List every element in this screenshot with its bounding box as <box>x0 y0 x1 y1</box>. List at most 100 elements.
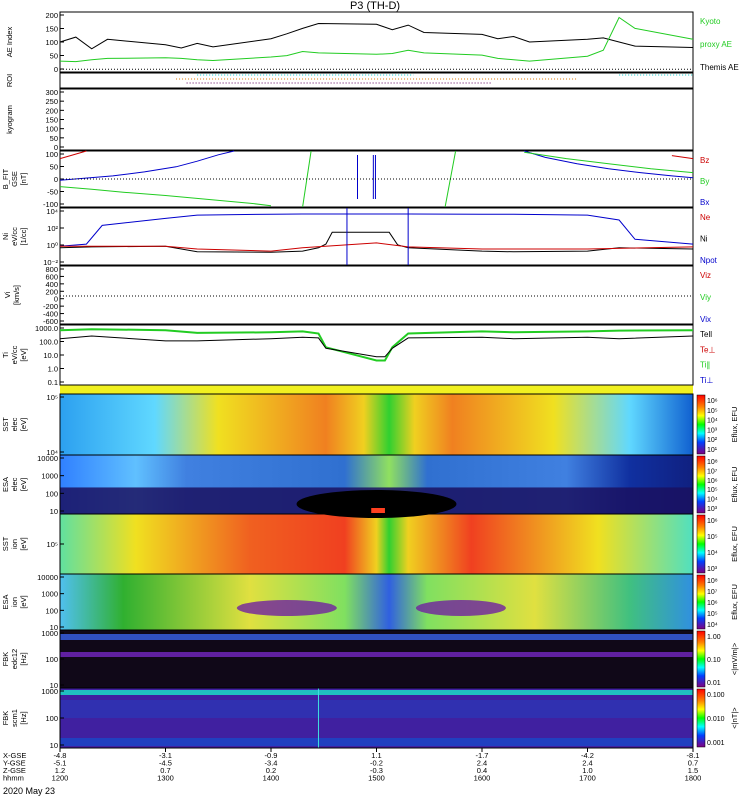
fbk2-ytick-label: 1000 <box>41 687 58 696</box>
kyogram-ytick-label: 300 <box>45 88 58 97</box>
fbk1-colorbar-label: <|mV/m|> <box>730 642 739 675</box>
esa1-ylabel: elec <box>10 477 19 491</box>
fbk2-band-low <box>60 738 693 746</box>
x-row-value: 1800 <box>685 774 702 783</box>
spectrogram-top-stripe <box>60 385 693 394</box>
roi-frame <box>59 72 694 89</box>
vi-ytick-label: -600 <box>43 317 58 326</box>
ae-ytick-label: 50 <box>50 52 58 61</box>
bx-line-right <box>524 150 694 179</box>
sst1-ylabel: [eV] <box>19 418 28 431</box>
x-row-value: -0.9 <box>265 751 278 760</box>
esa2-ytick-label: 10000 <box>37 573 58 582</box>
esa1-colorbar-tick: 10⁸ <box>707 459 718 466</box>
x-row-value: 1500 <box>368 774 385 783</box>
fbk1-band-mid <box>60 652 693 657</box>
sst2-colorbar-tick: 10³ <box>707 566 718 573</box>
x-row-value: 1700 <box>579 774 596 783</box>
sst1-ylabel: elec <box>10 417 19 431</box>
sst1-colorbar-tick: 10⁴ <box>707 418 718 425</box>
x-row-value: -4.2 <box>581 751 594 760</box>
ni-ytick-label: 10⁻² <box>43 258 58 267</box>
x-row-value: 2.4 <box>477 759 487 768</box>
x-row-value: -5.1 <box>54 759 67 768</box>
fbk1-ylabel: [Hz] <box>19 652 28 665</box>
x-row-value: -3.1 <box>159 751 172 760</box>
ni-ytick-label: 10² <box>47 224 58 233</box>
esa2-ylabel: [eV] <box>19 595 28 608</box>
x-row-value: -4.5 <box>159 759 172 768</box>
ae-ylabel: AE Index <box>5 27 14 58</box>
sst2-colorbar-label: Eflux, EFU <box>730 526 739 562</box>
fbk2-band-mid <box>60 700 693 718</box>
sst1-colorbar-tick: 10² <box>707 437 718 444</box>
fbk1-colorbar <box>696 630 706 688</box>
ni-frame <box>59 207 694 266</box>
esa2-left-ring <box>236 600 337 616</box>
x-row-value: 1300 <box>157 774 174 783</box>
vi-legend-entry: Viy <box>700 293 711 302</box>
fbk1-ylabel: edc12 <box>10 649 19 669</box>
x-row-value: -1.7 <box>476 751 489 760</box>
esa2-right-ring <box>415 600 506 616</box>
fbk1-colorbar-tick: 0.10 <box>707 657 721 664</box>
vi-ytick-label: 200 <box>45 287 58 296</box>
ni-ylabel: [1/cc] <box>19 228 28 246</box>
ti-legend-entry: Tell <box>700 330 712 339</box>
bfit-ylabel: [nT] <box>19 173 28 186</box>
ae-ytick-label: 200 <box>45 11 58 20</box>
sst1-ytick-label: 10⁴ <box>46 448 58 457</box>
ti-legend-entry: Ti⊥ <box>700 376 713 385</box>
vi-frame <box>59 265 694 325</box>
sst1-colorbar-tick: 10¹ <box>707 447 718 454</box>
esa1-colorbar-tick: 10⁴ <box>707 497 718 504</box>
sst1-ylabel: SST <box>1 417 10 432</box>
x-row-value: -0.2 <box>370 759 383 768</box>
ti-ytick-label: 10.0 <box>43 351 58 360</box>
x-row-value: 0.2 <box>266 766 276 775</box>
vi-ytick-label: 600 <box>45 272 58 281</box>
x-row-value: -3.4 <box>265 759 278 768</box>
x-row-label: X-GSE <box>3 751 26 760</box>
sst2-ylabel: SST <box>1 536 10 551</box>
figure-title: P3 (TH-D) <box>349 0 401 12</box>
ni-legend-entry: Ni <box>700 235 708 244</box>
ae-legend-entry: Kyoto <box>700 17 721 26</box>
bfit-legend-entry: Bz <box>700 156 709 165</box>
sst1-colorbar-tick: 10⁶ <box>707 398 718 405</box>
esa2-spectrogram <box>60 574 693 630</box>
bfit-ytick-label: 100 <box>45 150 58 159</box>
fbk1-ylabel: FBK <box>1 652 10 667</box>
fbk2-colorbar <box>696 688 706 748</box>
ae-kyoto-line <box>59 16 694 63</box>
esa1-plasmasphere-blob <box>296 490 457 518</box>
esa1-ytick-label: 10000 <box>37 454 58 463</box>
ne-line <box>60 242 694 252</box>
esa1-colorbar-tick: 10³ <box>707 506 718 513</box>
esa2-ytick-label: 10 <box>50 623 58 632</box>
vi-ytick-label: -200 <box>43 302 58 311</box>
kyogram-ytick-label: 250 <box>45 97 58 106</box>
x-row-value: 0.4 <box>477 766 487 775</box>
ti-par-line <box>59 328 694 362</box>
esa2-colorbar-label: Eflux, EFU <box>730 584 739 620</box>
date-label: 2020 May 23 <box>3 786 56 796</box>
sst1-spectrogram <box>60 394 693 455</box>
sst1-colorbar-tick: 10⁵ <box>707 408 718 415</box>
sst1-colorbar-label: Eflux, EFU <box>730 407 739 443</box>
fbk1-colorbar-tick: 1.00 <box>707 634 721 641</box>
x-row-value: 1.0 <box>582 766 592 775</box>
sst2-colorbar <box>696 514 706 574</box>
ni-legend-entry: Ne <box>700 213 711 222</box>
sst1-ytick-label: 10⁵ <box>47 393 58 402</box>
ae-ytick-label: 0 <box>54 65 58 74</box>
esa1-colorbar-label: Eflux, EFU <box>730 467 739 503</box>
ti-ytick-label: 1.0 <box>48 365 58 374</box>
ni-line <box>59 231 694 253</box>
kyogram-ytick-label: 50 <box>50 134 58 143</box>
bfit-ytick-label: -100 <box>43 200 58 209</box>
ti-frame <box>59 324 694 386</box>
ni-ytick-label: 10⁴ <box>46 207 58 216</box>
bfit-ylabel: GSE <box>10 171 19 187</box>
